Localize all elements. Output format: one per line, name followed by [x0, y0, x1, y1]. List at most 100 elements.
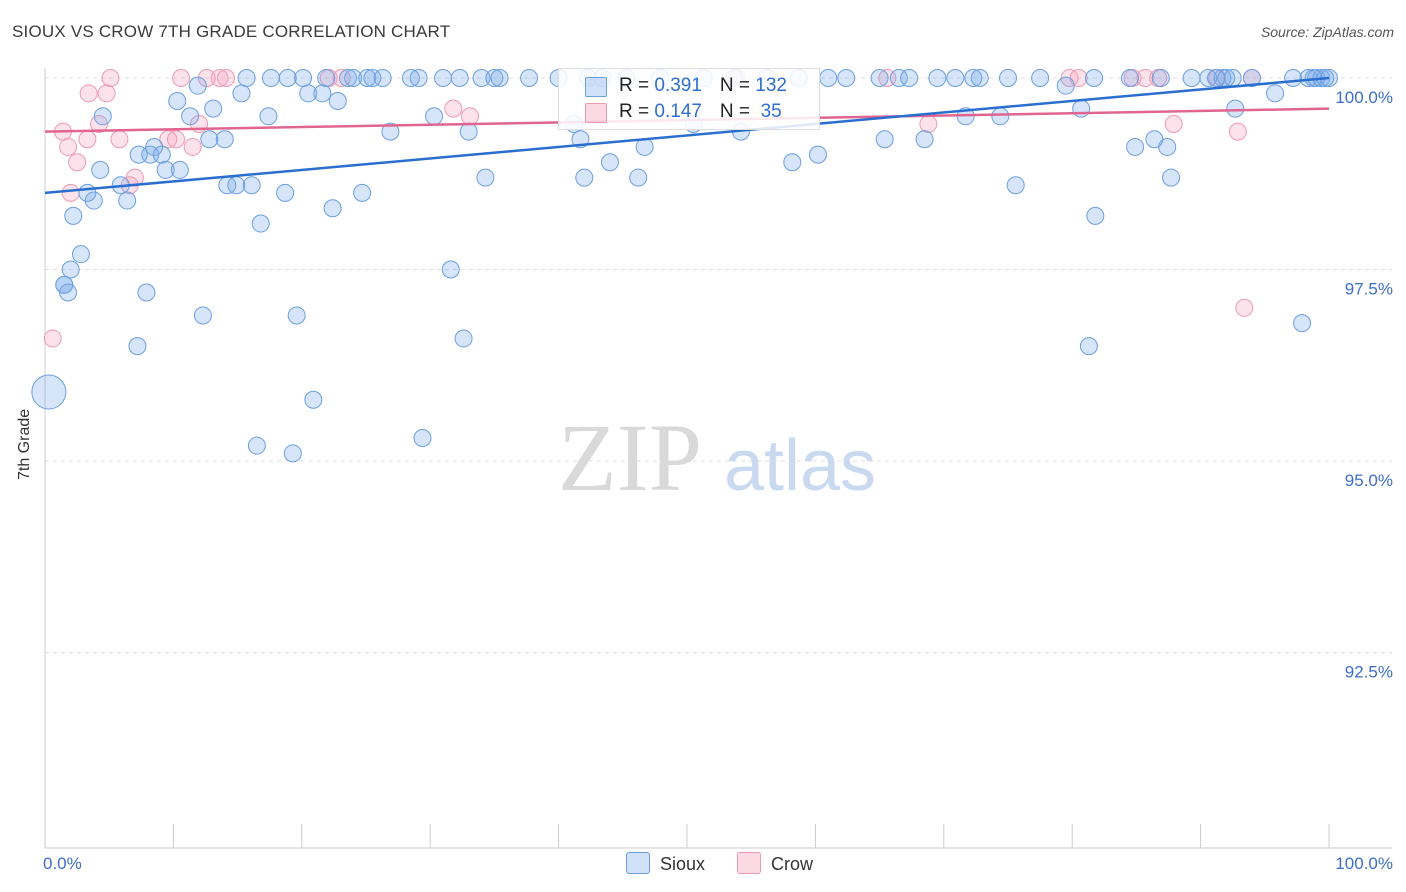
y-tick-label: 100.0% — [1335, 88, 1393, 107]
sioux-point — [31, 374, 67, 410]
sioux-trend-line — [44, 76, 1330, 195]
crow-point — [97, 84, 116, 103]
sioux-point — [783, 153, 802, 172]
sioux-point — [64, 206, 83, 225]
grid-lines — [45, 77, 1392, 653]
bottom-legend-sioux[interactable]: Sioux — [626, 852, 705, 875]
sioux-point — [353, 183, 372, 202]
sioux-point — [168, 91, 187, 110]
sioux-point — [313, 84, 332, 103]
sioux-point — [59, 283, 78, 302]
sioux-point — [629, 168, 648, 187]
sioux-point — [450, 69, 469, 87]
sioux-point — [999, 69, 1017, 87]
sioux-point — [413, 429, 432, 448]
crow-point — [197, 69, 216, 87]
sioux-point — [1266, 84, 1285, 103]
sioux-point — [276, 183, 295, 202]
sioux-point — [1226, 99, 1245, 118]
sioux-legend-label: Sioux — [660, 854, 706, 874]
sioux-point — [145, 137, 164, 156]
sioux-point — [93, 107, 112, 126]
sioux-point — [344, 69, 363, 87]
sioux-point — [1182, 69, 1201, 87]
crow-point — [78, 130, 97, 149]
crow-point — [1228, 122, 1247, 141]
crow-n-label: N = — [719, 101, 756, 122]
sioux-point — [170, 160, 189, 179]
sioux-point — [1086, 206, 1105, 225]
sioux-point — [278, 69, 297, 87]
sioux-point — [339, 69, 358, 87]
sioux-point — [837, 69, 856, 87]
sioux-point — [294, 69, 313, 87]
sioux-point — [472, 69, 491, 87]
sioux-point — [237, 69, 256, 87]
sioux-point — [1072, 99, 1091, 118]
sioux-point — [476, 168, 495, 187]
sioux-point — [875, 130, 894, 149]
sioux-point — [118, 191, 137, 210]
sioux-point — [200, 130, 219, 149]
crow-point — [172, 69, 191, 87]
sioux-r-label: R = — [619, 75, 655, 96]
sioux-point — [485, 69, 504, 87]
sioux-point — [1284, 69, 1303, 87]
sioux-point — [459, 122, 478, 141]
sioux-point — [1085, 69, 1104, 87]
sioux-point — [283, 444, 302, 463]
crow-point — [101, 69, 120, 87]
sioux-point — [381, 122, 400, 141]
sioux-point — [242, 176, 261, 195]
sioux-point — [600, 153, 619, 172]
tick-labels: 92.5% 95.0% 97.5% 100.0% 0.0% 100.0% — [43, 88, 1393, 873]
sioux-point — [287, 306, 306, 325]
sioux-point — [1120, 69, 1139, 87]
crow-legend-swatch — [737, 852, 761, 874]
sioux-n-value: 132 — [755, 75, 787, 96]
crow-point — [79, 84, 98, 103]
sioux-point — [1242, 69, 1261, 87]
sioux-points — [31, 69, 1338, 463]
sioux-point — [889, 69, 908, 87]
crow-point — [59, 137, 78, 156]
sioux-n-label: N = — [719, 75, 756, 96]
sioux-point — [261, 69, 280, 87]
sioux-point — [870, 69, 889, 87]
sioux-point — [1158, 137, 1177, 156]
sioux-point — [84, 191, 103, 210]
crow-point — [919, 114, 938, 133]
sioux-point — [1031, 69, 1050, 87]
sioux-point — [152, 145, 171, 164]
sioux-point — [964, 69, 983, 87]
y-tick-label: 97.5% — [1345, 280, 1393, 299]
crow-legend-label: Crow — [771, 854, 814, 874]
sioux-r-value: 0.391 — [654, 75, 702, 96]
sioux-point — [819, 69, 838, 87]
sioux-point — [215, 130, 234, 149]
chart-title: SIOUX VS CROW 7TH GRADE CORRELATION CHAR… — [12, 22, 451, 41]
crow-point — [444, 99, 463, 118]
crow-r-value: 0.147 — [654, 101, 702, 122]
sioux-point — [520, 69, 539, 87]
sioux-point — [575, 168, 594, 187]
y-tick-label: 95.0% — [1345, 471, 1393, 490]
x-tick-label-min: 0.0% — [43, 854, 82, 873]
x-tick-label-max: 100.0% — [1335, 854, 1393, 873]
sioux-point — [1293, 314, 1312, 333]
sioux-point — [441, 260, 460, 279]
sioux-point — [247, 436, 266, 455]
sioux-point — [946, 69, 965, 87]
sioux-point — [970, 69, 989, 87]
sioux-point — [490, 69, 509, 87]
sioux-point — [454, 329, 473, 348]
crow-point — [43, 329, 62, 348]
sioux-point — [363, 69, 382, 87]
sioux-point — [317, 69, 336, 87]
bottom-legend-crow[interactable]: Crow — [737, 852, 813, 875]
sioux-point — [251, 214, 270, 233]
sioux-point — [181, 107, 200, 126]
sioux-point — [1126, 137, 1145, 156]
sioux-legend-swatch — [626, 852, 650, 874]
sioux-point — [204, 99, 223, 118]
